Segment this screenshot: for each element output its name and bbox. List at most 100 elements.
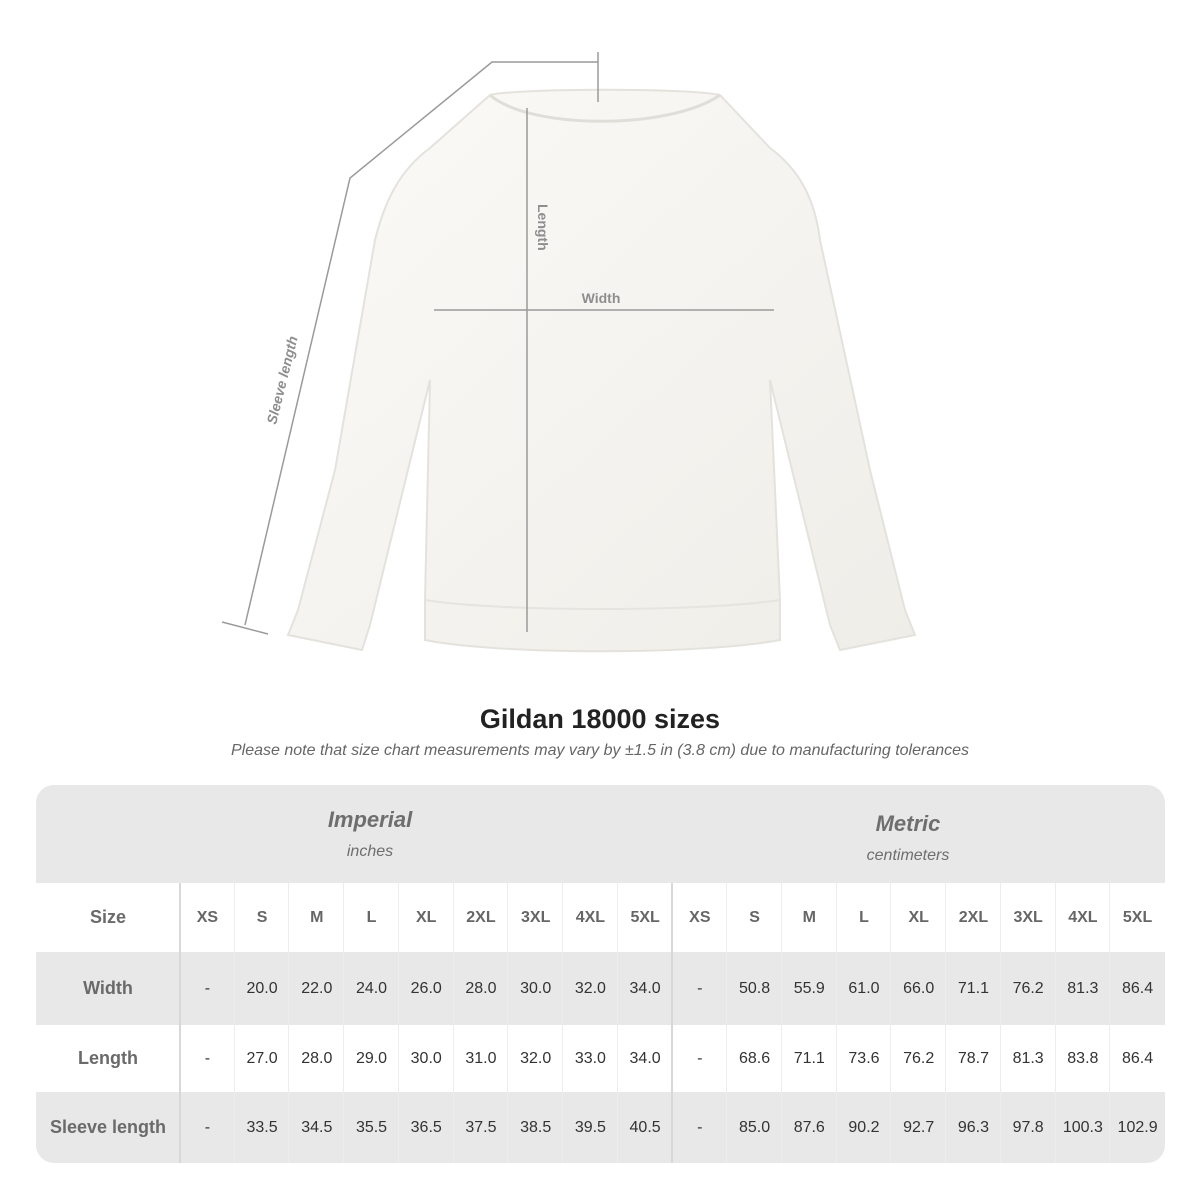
size-header-cell: L	[366, 908, 377, 926]
size-header-cell: 2XL	[466, 908, 496, 926]
column-divider	[890, 883, 892, 1163]
row-label: Sleeve length	[49, 1117, 167, 1137]
table-row-sleeve-length: Sleeve length - 33.5 34.5 35.5 36.5 37.5 38.5 3…	[36, 1092, 1165, 1163]
table-cell: 81.3	[1012, 1049, 1044, 1067]
row-label: Length	[78, 1048, 138, 1068]
table-cell: -	[697, 979, 703, 997]
column-divider	[343, 883, 345, 1163]
table-cell: 90.2	[848, 1118, 880, 1136]
table-cell: 50.8	[738, 979, 771, 997]
size-table: Imperial inches Metric centimeters Size …	[36, 785, 1165, 1163]
table-cell: 66.0	[903, 979, 935, 997]
column-divider	[999, 883, 1001, 1163]
column-divider	[288, 883, 290, 1163]
size-header-cell: XL	[908, 908, 929, 926]
table-cell: 97.8	[1012, 1118, 1044, 1136]
page-title: Gildan 18000 sizes	[479, 704, 721, 734]
column-divider	[780, 883, 782, 1163]
metric-header: Metric centimeters	[698, 811, 1118, 865]
table-cell: 34.0	[629, 979, 661, 997]
sweatshirt-illustration: Length Width Sleeve length	[221, 52, 917, 653]
table-cell: 81.3	[1067, 979, 1099, 997]
table-cell: 85.0	[738, 1118, 771, 1136]
row-label: Width	[83, 978, 133, 998]
table-cell: 32.0	[520, 1049, 552, 1067]
table-cell: 61.0	[848, 979, 880, 997]
table-cell: 40.5	[629, 1118, 661, 1136]
size-header-cell: 5XL	[1122, 908, 1153, 926]
column-divider	[233, 883, 235, 1163]
table-cell: 39.5	[574, 1118, 606, 1136]
column-divider	[1109, 883, 1111, 1163]
sweatshirt-shape	[286, 88, 917, 653]
table-cell: -	[204, 1118, 211, 1136]
table-cell: 68.6	[738, 1049, 771, 1067]
table-cell: 73.6	[848, 1049, 880, 1067]
table-cell: -	[204, 979, 211, 997]
table-cell: 30.0	[410, 1049, 442, 1067]
table-row-width: Width - 20.0 22.0 24.0 26.0 28.0 30.0 32.0 34.0 -…	[36, 952, 1165, 1025]
table-cell: 86.4	[1122, 979, 1154, 997]
size-header-cell: 2XL	[958, 908, 989, 926]
table-cell: 26.0	[410, 979, 442, 997]
table-cell: 28.0	[465, 979, 497, 997]
column-divider	[397, 883, 399, 1163]
table-cell: 32.0	[574, 979, 606, 997]
column-divider	[616, 883, 618, 1163]
size-header-cell: 4XL	[575, 908, 606, 926]
column-divider	[726, 883, 728, 1163]
column-divider	[945, 883, 947, 1163]
column-divider	[671, 883, 674, 1163]
table-cell: 86.4	[1122, 1049, 1154, 1067]
table-cell: 22.0	[301, 979, 333, 997]
imperial-header: Imperial inches	[180, 807, 560, 861]
size-row: Size XS S M L XL 2XL 3XL 4XL 5XL XS S M L XL 2XL 3XL 4XL…	[36, 883, 1165, 952]
metric-unit: centimeters	[866, 847, 950, 864]
imperial-title: Imperial	[327, 807, 413, 832]
table-cell: 38.5	[520, 1118, 552, 1136]
table-cell: -	[204, 1049, 211, 1067]
table-cell: 96.3	[957, 1118, 989, 1136]
size-header-cell: S	[256, 908, 268, 926]
table-cell: 76.2	[903, 1049, 935, 1067]
table-cell: 92.7	[903, 1118, 935, 1136]
size-header-cell: L	[859, 908, 869, 926]
table-cell: 31.0	[465, 1049, 497, 1067]
table-cell: 24.0	[355, 979, 388, 997]
size-header-cell: 4XL	[1068, 908, 1098, 926]
table-cell: 76.2	[1012, 979, 1044, 997]
table-cell: 28.0	[301, 1049, 333, 1067]
table-cell: 100.3	[1062, 1118, 1103, 1136]
column-divider	[452, 883, 454, 1163]
size-header-cell: M	[310, 908, 324, 926]
table-cell: 29.0	[355, 1049, 388, 1067]
table-cell: 71.1	[793, 1049, 825, 1067]
column-divider	[1054, 883, 1056, 1163]
imperial-unit: inches	[346, 843, 394, 860]
table-cell: 33.0	[574, 1049, 606, 1067]
table-cell: 37.5	[465, 1118, 497, 1136]
table-cell: 35.5	[355, 1118, 388, 1136]
width-label: Width	[582, 290, 621, 306]
column-divider	[507, 883, 509, 1163]
table-cell: 27.0	[246, 1049, 278, 1067]
table-cell: 33.5	[246, 1118, 278, 1136]
column-divider	[179, 883, 181, 1163]
table-cell: 102.9	[1117, 1118, 1158, 1136]
size-header-cell: XS	[196, 908, 219, 926]
size-header-cell: 3XL	[1013, 908, 1043, 926]
column-divider	[562, 883, 564, 1163]
row-label: Size	[89, 907, 127, 927]
table-cell: 34.0	[629, 1049, 661, 1067]
table-header: Imperial inches Metric centimeters	[36, 785, 1165, 883]
table-cell: 87.6	[793, 1118, 825, 1136]
table-cell: -	[697, 1049, 703, 1067]
length-label: Length	[535, 204, 551, 251]
size-header-cell: XL	[416, 908, 437, 926]
table-cell: 20.0	[246, 979, 278, 997]
size-header-cell: S	[749, 908, 760, 926]
tolerance-note: Please note that size chart measurements…	[230, 742, 970, 759]
table-cell: -	[697, 1118, 703, 1136]
table-cell: 78.7	[957, 1049, 989, 1067]
